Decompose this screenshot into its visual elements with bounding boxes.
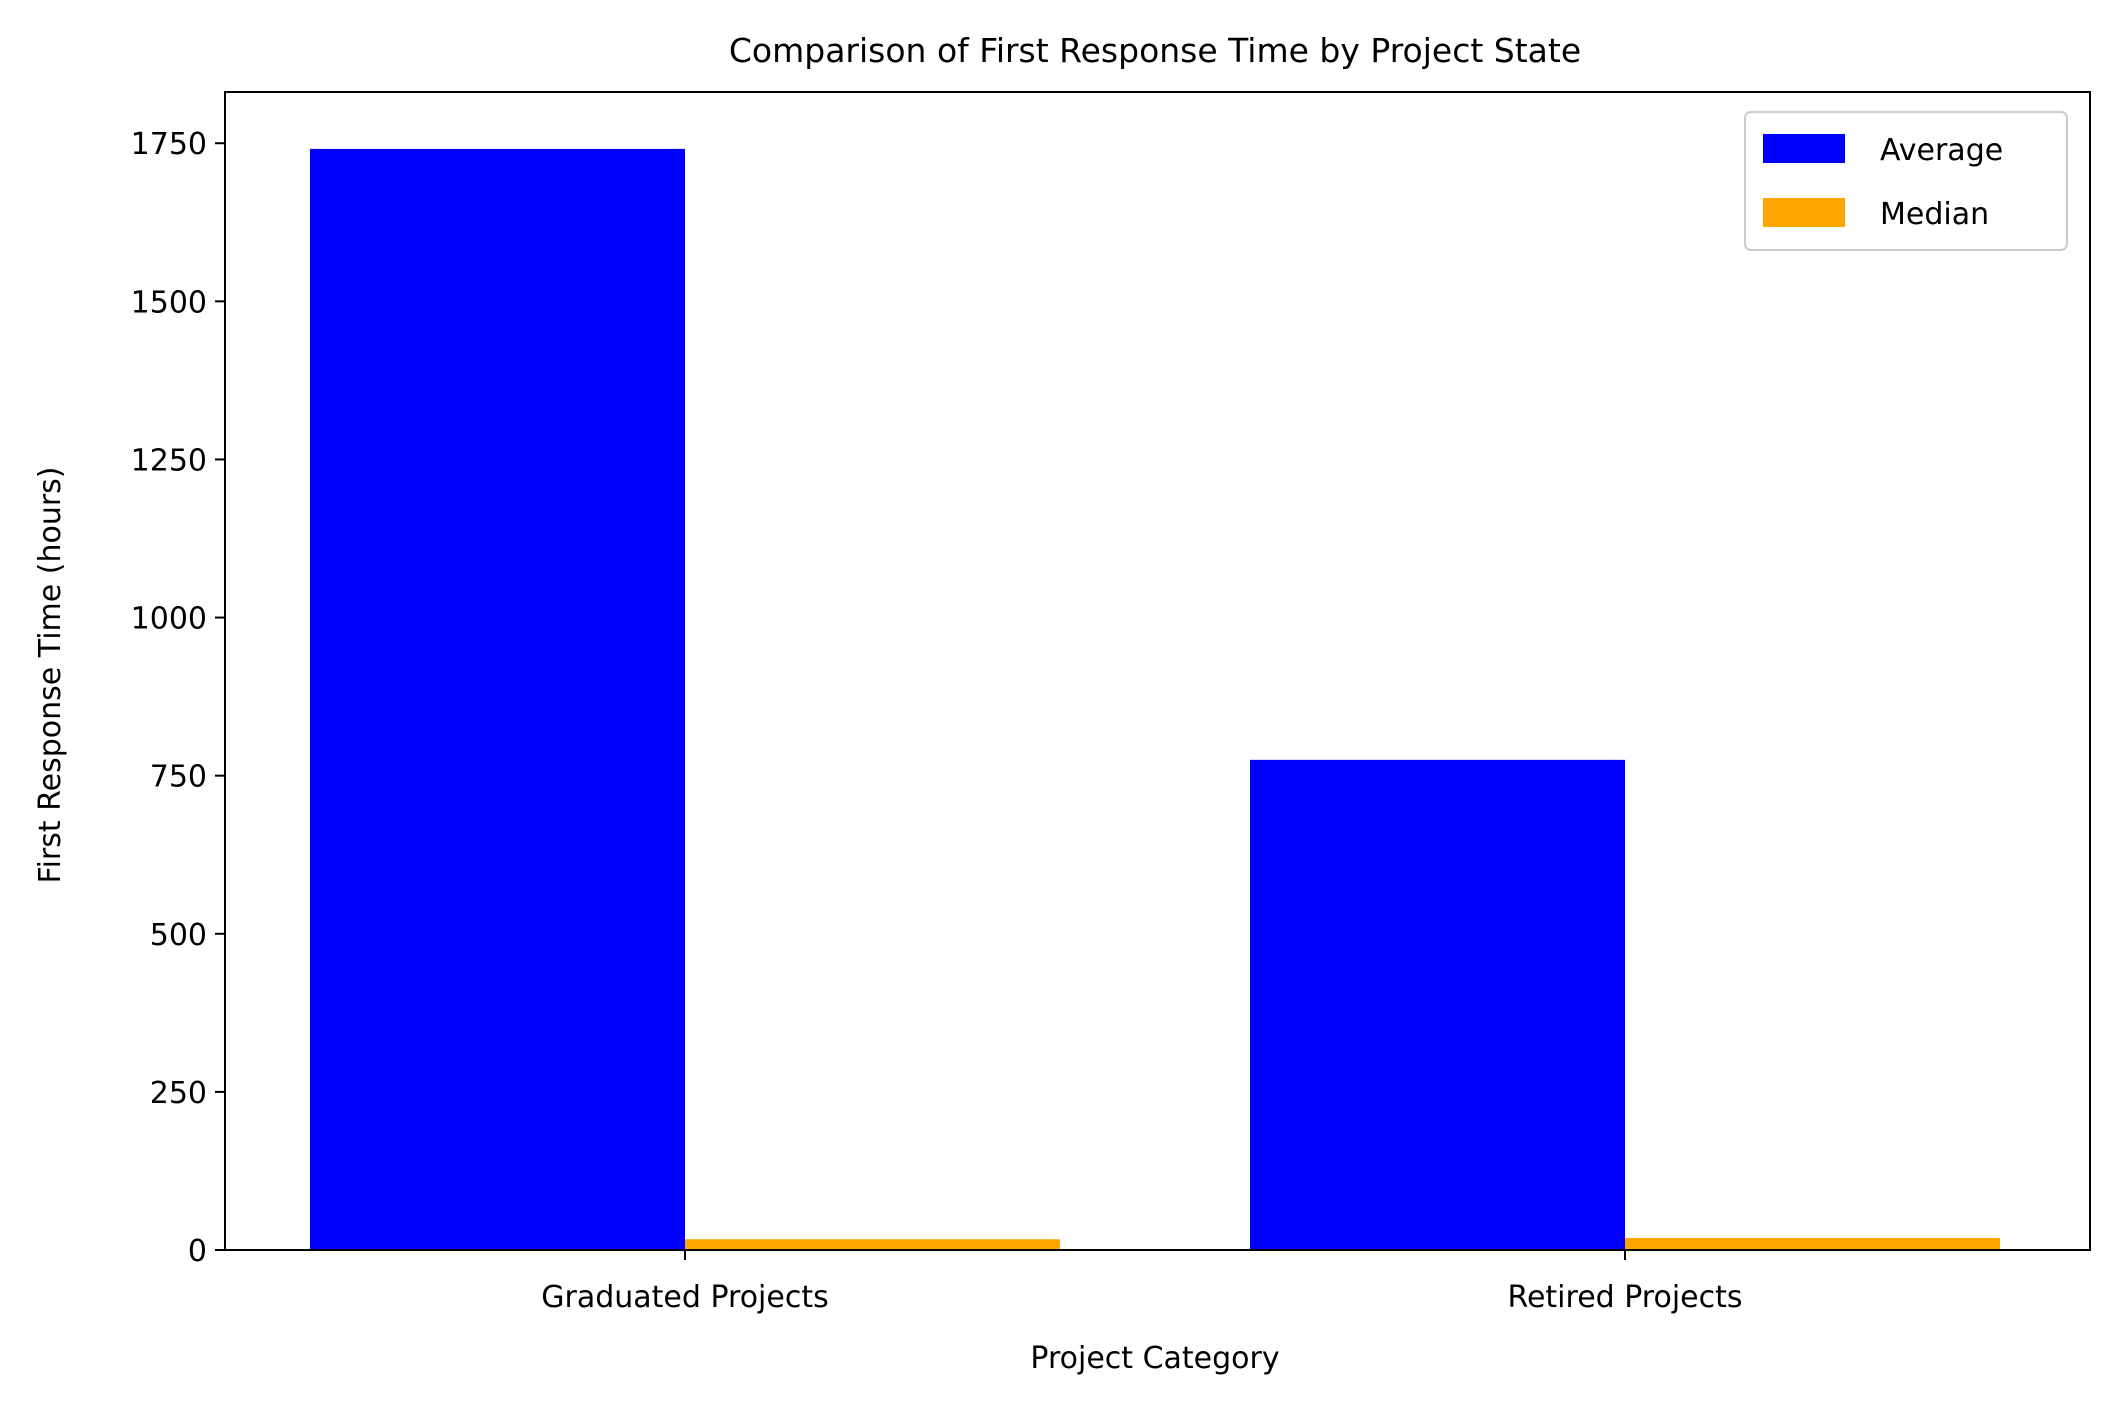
bar-average-2 — [1250, 759, 1625, 1250]
x-tick-label: Retired Projects — [1507, 1280, 1742, 1315]
y-axis-label: First Response Time (hours) — [33, 467, 68, 884]
x-axis-label: Project Category — [1030, 1341, 1279, 1376]
y-tick-label: 500 — [150, 918, 207, 953]
y-tick-label: 1500 — [131, 285, 207, 320]
bar-median-1 — [685, 1239, 1060, 1250]
bar-average-1 — [310, 148, 685, 1251]
y-tick-label: 1000 — [131, 602, 207, 637]
legend-label-median: Median — [1880, 197, 1989, 232]
y-tick-label: 0 — [188, 1234, 207, 1269]
bar-median-2 — [1625, 1237, 2000, 1250]
y-tick-label: 1250 — [131, 443, 207, 478]
legend: Average Median — [1744, 111, 2068, 251]
y-tick-label: 250 — [150, 1076, 207, 1111]
legend-swatch-average — [1763, 134, 1845, 163]
y-tick-label: 750 — [150, 760, 207, 795]
x-tick-label: Graduated Projects — [541, 1280, 828, 1315]
chart-title: Comparison of First Response Time by Pro… — [729, 31, 1581, 70]
axes-frame — [224, 91, 2091, 1251]
legend-swatch-median — [1763, 198, 1845, 227]
legend-label-average: Average — [1880, 133, 2003, 168]
y-tick-label: 1750 — [131, 127, 207, 162]
plot-area: 0 250 500 750 1000 1250 1500 1750 Graduated Proj… — [131, 91, 2091, 1315]
